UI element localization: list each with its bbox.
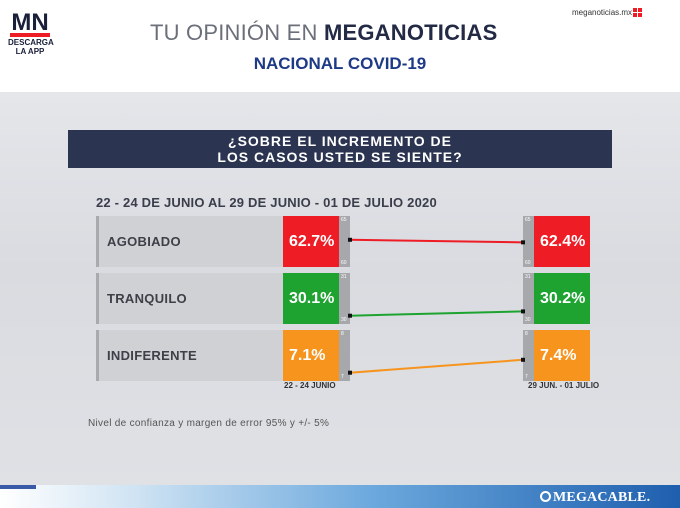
scale-bottom: 7: [525, 374, 528, 380]
page-subtitle: NACIONAL COVID-19: [253, 54, 427, 73]
point-tranquilo-end: [521, 309, 525, 314]
point-indiferente-start: [348, 370, 352, 375]
x-label-start: 22 - 24 JUNIO: [284, 381, 336, 390]
grid-icon: [633, 8, 642, 17]
footer-accent: [0, 485, 36, 489]
scale-bottom: 30: [341, 317, 347, 323]
question-banner: ¿SOBRE EL INCREMENTO DE LOS CASOS USTED …: [68, 130, 612, 168]
row-indiferente: INDIFERENTE: [96, 330, 283, 381]
title-bold: MEGANOTICIAS: [323, 20, 498, 45]
value-agobiado-start: 62.7%: [283, 216, 339, 267]
value-indiferente-end: 7.4%: [534, 330, 590, 381]
value-tranquilo-start: 30.1%: [283, 273, 339, 324]
confidence-note: Nivel de confianza y margen de error 95%…: [88, 418, 330, 429]
scale-top: 31: [341, 274, 347, 280]
scale-agobiado-start: 65 60: [339, 216, 350, 267]
megacable-logo: MEGACABLE.: [540, 490, 650, 506]
value-indiferente-start: 7.1%: [283, 330, 339, 381]
scale-top: 8: [525, 331, 528, 337]
scale-top: 8: [341, 331, 344, 337]
scale-bottom: 60: [341, 260, 347, 266]
logo-text: MN: [11, 9, 48, 36]
megacable-mark-icon: [540, 491, 551, 502]
period-label: 22 - 24 DE JUNIO AL 29 DE JUNIO - 01 DE …: [96, 195, 437, 210]
brand-text: MEGACABLE.: [553, 490, 651, 505]
value-tranquilo-end: 30.2%: [534, 273, 590, 324]
row-label-tranquilo: TRANQUILO: [107, 291, 187, 306]
scale-top: 31: [525, 274, 531, 280]
row-agobiado: AGOBIADO: [96, 216, 283, 267]
scale-bottom: 30: [525, 317, 531, 323]
series-line-indiferente: [349, 358, 524, 374]
series-line-agobiado: [349, 238, 524, 244]
value-agobiado-end: 62.4%: [534, 216, 590, 267]
question-line1: ¿SOBRE EL INCREMENTO DE: [228, 133, 452, 149]
scale-tranquilo-start: 31 30: [339, 273, 350, 324]
series-line-tranquilo: [349, 310, 524, 317]
logo-caption-line1: DESCARGA: [8, 38, 54, 47]
scale-indiferente-start: 8 7: [339, 330, 350, 381]
row-tranquilo: TRANQUILO: [96, 273, 283, 324]
scale-bottom: 7: [341, 374, 344, 380]
page-title: TU OPINIÓN EN MEGANOTICIAS: [150, 20, 530, 46]
mn-logo-icon: MN: [8, 6, 52, 38]
point-indiferente-end: [521, 357, 525, 362]
point-agobiado-end: [521, 240, 525, 245]
scale-agobiado-end: 65 60: [523, 216, 534, 267]
row-label-indiferente: INDIFERENTE: [107, 348, 197, 363]
scale-tranquilo-end: 31 30: [523, 273, 534, 324]
x-label-end: 29 JUN. - 01 JULIO: [528, 381, 600, 390]
row-label-agobiado: AGOBIADO: [107, 234, 181, 249]
scale-top: 65: [341, 217, 347, 223]
title-light: TU OPINIÓN EN: [150, 20, 318, 45]
logo-caption-line2: LA APP: [15, 47, 45, 56]
point-agobiado-start: [348, 237, 352, 242]
scale-bottom: 60: [525, 260, 531, 266]
header: MN DESCARGA LA APP TU OPINIÓN EN MEGANOT…: [0, 0, 680, 92]
footer-bar: MEGACABLE.: [0, 485, 680, 508]
app-logo[interactable]: MN DESCARGA LA APP: [8, 6, 54, 56]
scale-indiferente-end: 8 7: [523, 330, 534, 381]
site-url-link[interactable]: meganoticias.mx: [572, 8, 633, 17]
question-line2: LOS CASOS USTED SE SIENTE?: [217, 149, 463, 165]
scale-top: 65: [525, 217, 531, 223]
point-tranquilo-start: [348, 313, 352, 318]
